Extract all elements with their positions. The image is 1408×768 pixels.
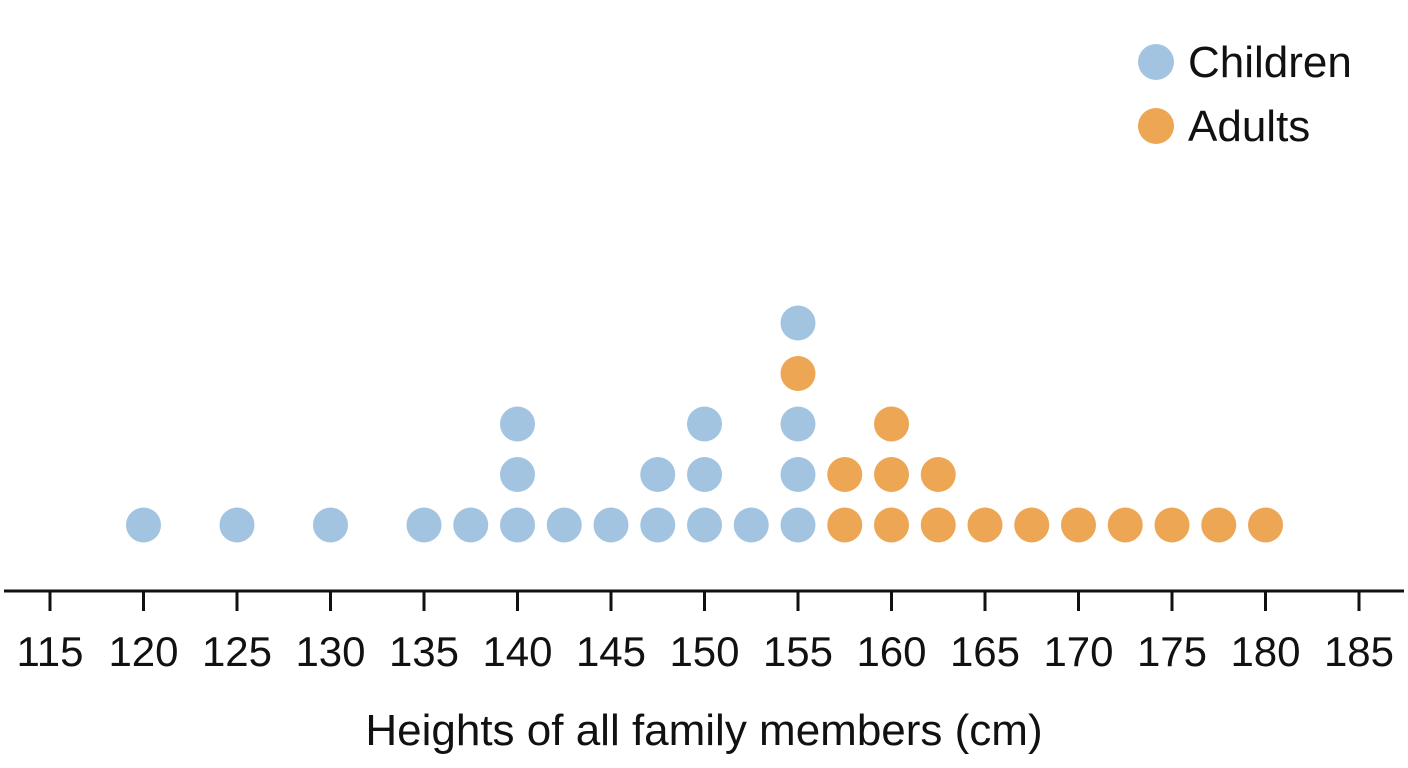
adults-dot <box>874 457 909 492</box>
children-dot <box>687 507 722 543</box>
x-tick-label: 120 <box>108 628 178 675</box>
legend-label-children: Children <box>1188 38 1352 87</box>
x-tick-label: 170 <box>1043 628 1113 675</box>
x-tick-label: 130 <box>295 628 365 675</box>
children-dot <box>733 507 769 543</box>
plot-dots <box>126 305 1283 543</box>
x-tick-label: 175 <box>1137 628 1207 675</box>
adults-dot <box>1248 507 1283 543</box>
children-dot <box>500 507 535 543</box>
children-dot <box>500 457 535 492</box>
adults-dot <box>874 406 909 442</box>
x-tick-label: 150 <box>669 628 739 675</box>
x-tick-label: 145 <box>576 628 646 675</box>
x-tick-label: 185 <box>1324 628 1394 675</box>
adults-dot <box>827 457 863 492</box>
children-dot <box>780 457 816 492</box>
children-dot <box>593 507 629 543</box>
children-dot <box>453 507 489 543</box>
x-tick-label: 180 <box>1230 628 1300 675</box>
children-dot <box>500 406 535 442</box>
adults-dot <box>874 507 909 543</box>
x-tick-label: 135 <box>389 628 459 675</box>
children-dot <box>126 507 161 543</box>
adults-dot <box>780 356 816 391</box>
children-dot <box>687 457 722 492</box>
legend-swatch-children <box>1138 44 1174 80</box>
adults-dot <box>1061 507 1096 543</box>
adults-dot <box>967 507 1003 543</box>
children-dot <box>687 406 722 442</box>
children-dot <box>780 305 816 341</box>
adults-dot <box>827 507 863 543</box>
adults-dot <box>1107 507 1143 543</box>
x-axis-label: Heights of all family members (cm) <box>365 706 1042 755</box>
children-dot <box>546 507 582 543</box>
x-tick-label: 115 <box>17 628 84 675</box>
children-dot <box>313 507 348 543</box>
x-axis-ticks: 115 120 125 130 135 140 145 150 155 160 165 170 175 1… <box>17 591 1394 675</box>
adults-dot <box>920 457 956 492</box>
children-dot <box>780 406 816 442</box>
x-tick-label: 155 <box>763 628 833 675</box>
children-dot <box>640 507 676 543</box>
adults-dot <box>1014 507 1050 543</box>
children-dot <box>780 507 816 543</box>
children-dot <box>640 457 676 492</box>
legend: Children Adults <box>1138 38 1352 151</box>
x-tick-label: 165 <box>950 628 1020 675</box>
x-tick-label: 125 <box>202 628 272 675</box>
children-dot <box>219 507 255 543</box>
legend-swatch-adults <box>1138 108 1174 144</box>
x-tick-label: 140 <box>482 628 552 675</box>
adults-dot <box>1201 507 1237 543</box>
x-tick-label: 160 <box>856 628 926 675</box>
adults-dot <box>920 507 956 543</box>
adults-dot <box>1154 507 1190 543</box>
children-dot <box>406 507 442 543</box>
legend-label-adults: Adults <box>1188 102 1310 151</box>
